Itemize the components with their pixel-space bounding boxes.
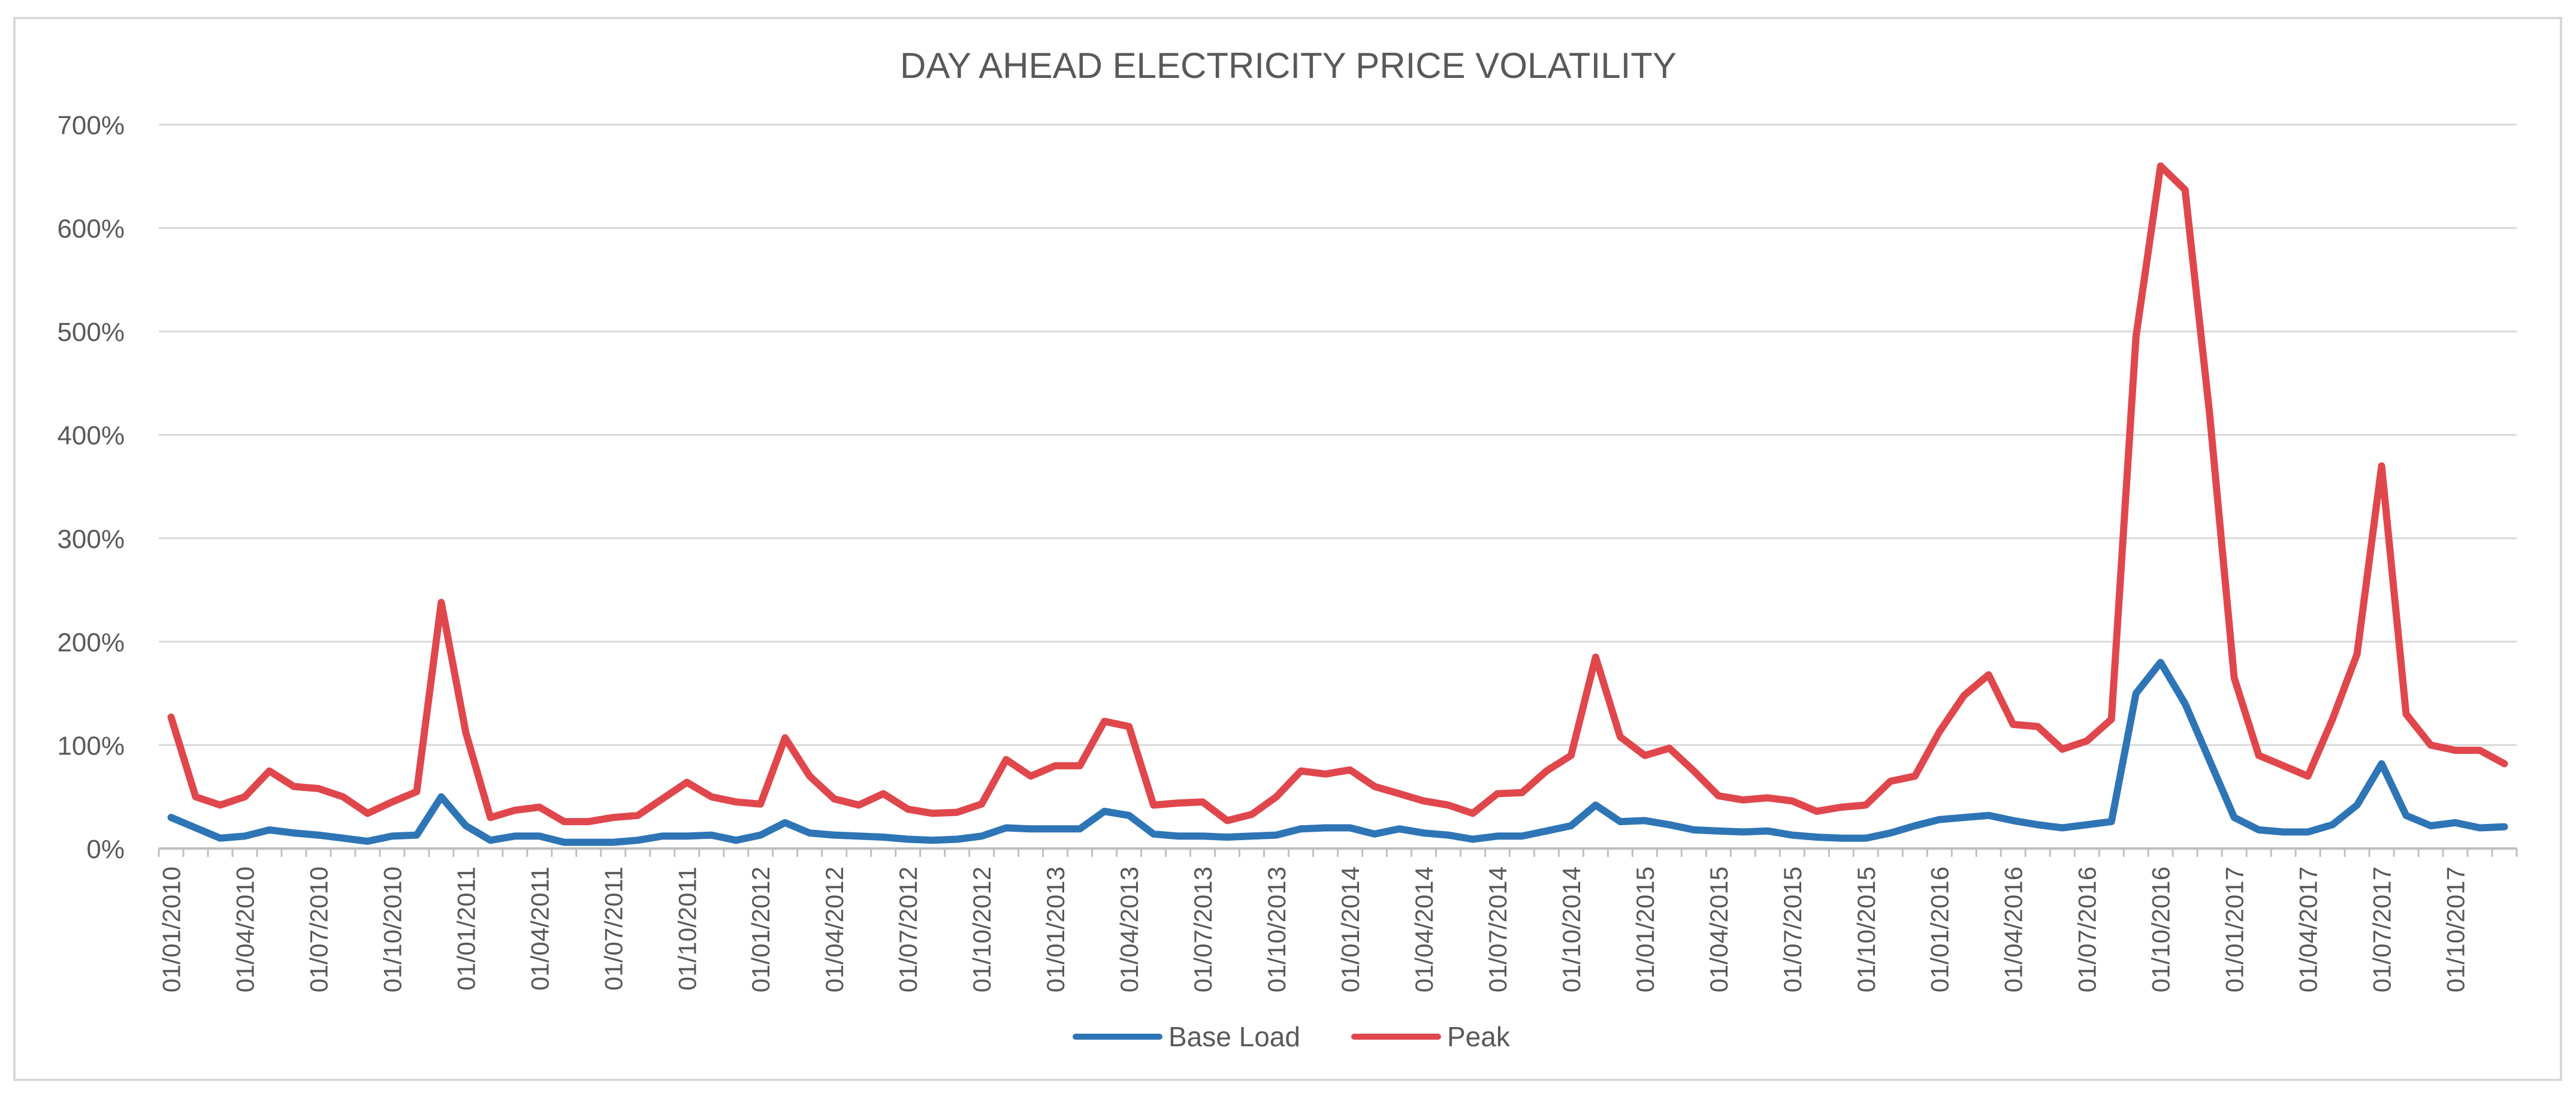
x-tick-label: 01/10/2013 <box>1263 866 1291 992</box>
x-tick-label: 01/01/2013 <box>1041 866 1070 992</box>
x-tick-label: 01/01/2012 <box>747 866 775 992</box>
x-tick-label: 01/10/2015 <box>1852 866 1880 992</box>
x-tick-label: 01/07/2017 <box>2368 866 2396 992</box>
chart-title: DAY AHEAD ELECTRICITY PRICE VOLATILITY <box>900 46 1677 86</box>
x-tick-label: 01/10/2011 <box>673 866 701 991</box>
y-tick-label: 100% <box>57 731 125 760</box>
x-tick-label: 01/10/2017 <box>2442 866 2470 992</box>
x-tick-label: 01/10/2010 <box>378 866 406 992</box>
legend-label-peak: Peak <box>1447 1021 1511 1052</box>
x-tick-label: 01/01/2010 <box>157 866 185 992</box>
x-tick-label: 01/10/2016 <box>2147 866 2175 992</box>
x-tick-label: 01/07/2016 <box>2073 866 2101 992</box>
legend-label-base-load: Base Load <box>1168 1021 1300 1052</box>
x-tick-label: 01/07/2011 <box>599 866 627 991</box>
x-tick-label: 01/04/2012 <box>820 866 848 992</box>
x-tick-label: 01/01/2011 <box>452 866 480 991</box>
x-tick-label: 01/07/2015 <box>1778 866 1807 992</box>
y-axis-ticks: 0% 100% 200% 300% 400% 500% 600% 700% <box>57 111 125 864</box>
x-tick-label: 01/07/2010 <box>304 866 333 992</box>
x-tick-label: 01/10/2014 <box>1557 866 1586 992</box>
y-tick-label: 300% <box>57 524 125 554</box>
series-line-peak <box>167 162 2508 826</box>
x-tick-label: 01/01/2014 <box>1336 866 1364 992</box>
y-tick-label: 500% <box>57 318 125 347</box>
chart-border <box>13 17 2562 1081</box>
x-tick-label: 01/01/2017 <box>2221 866 2249 992</box>
x-tick-label: 01/01/2016 <box>1926 866 1954 992</box>
x-tick-label: 01/07/2013 <box>1189 866 1217 992</box>
y-tick-label: 700% <box>57 111 125 140</box>
series-lines <box>167 162 2508 846</box>
x-tick-label: 01/01/2015 <box>1631 866 1659 992</box>
series-line-base-load <box>167 659 2508 846</box>
x-tick-label: 01/04/2010 <box>231 866 259 992</box>
x-tick-label: 01/04/2017 <box>2294 866 2323 992</box>
x-axis-ticks: 01/01/2010 01/04/2010 01/07/2010 01/10/2010… <box>157 849 2518 992</box>
x-tick-label: 01/04/2013 <box>1115 866 1143 992</box>
x-tick-label: 01/04/2015 <box>1705 866 1733 992</box>
legend: Base Load Peak <box>1073 1021 1511 1052</box>
x-tick-label: 01/07/2014 <box>1484 866 1512 992</box>
y-tick-label: 200% <box>57 628 125 657</box>
x-tick-label: 01/10/2012 <box>968 866 996 992</box>
x-tick-label: 01/04/2011 <box>526 866 554 991</box>
y-tick-label: 400% <box>57 421 125 451</box>
y-tick-label: 600% <box>57 215 125 244</box>
x-tick-label: 01/07/2012 <box>894 866 922 992</box>
y-tick-label: 0% <box>86 835 125 864</box>
x-tick-label: 01/04/2016 <box>2000 866 2028 992</box>
x-tick-label: 01/04/2014 <box>1410 866 1438 992</box>
